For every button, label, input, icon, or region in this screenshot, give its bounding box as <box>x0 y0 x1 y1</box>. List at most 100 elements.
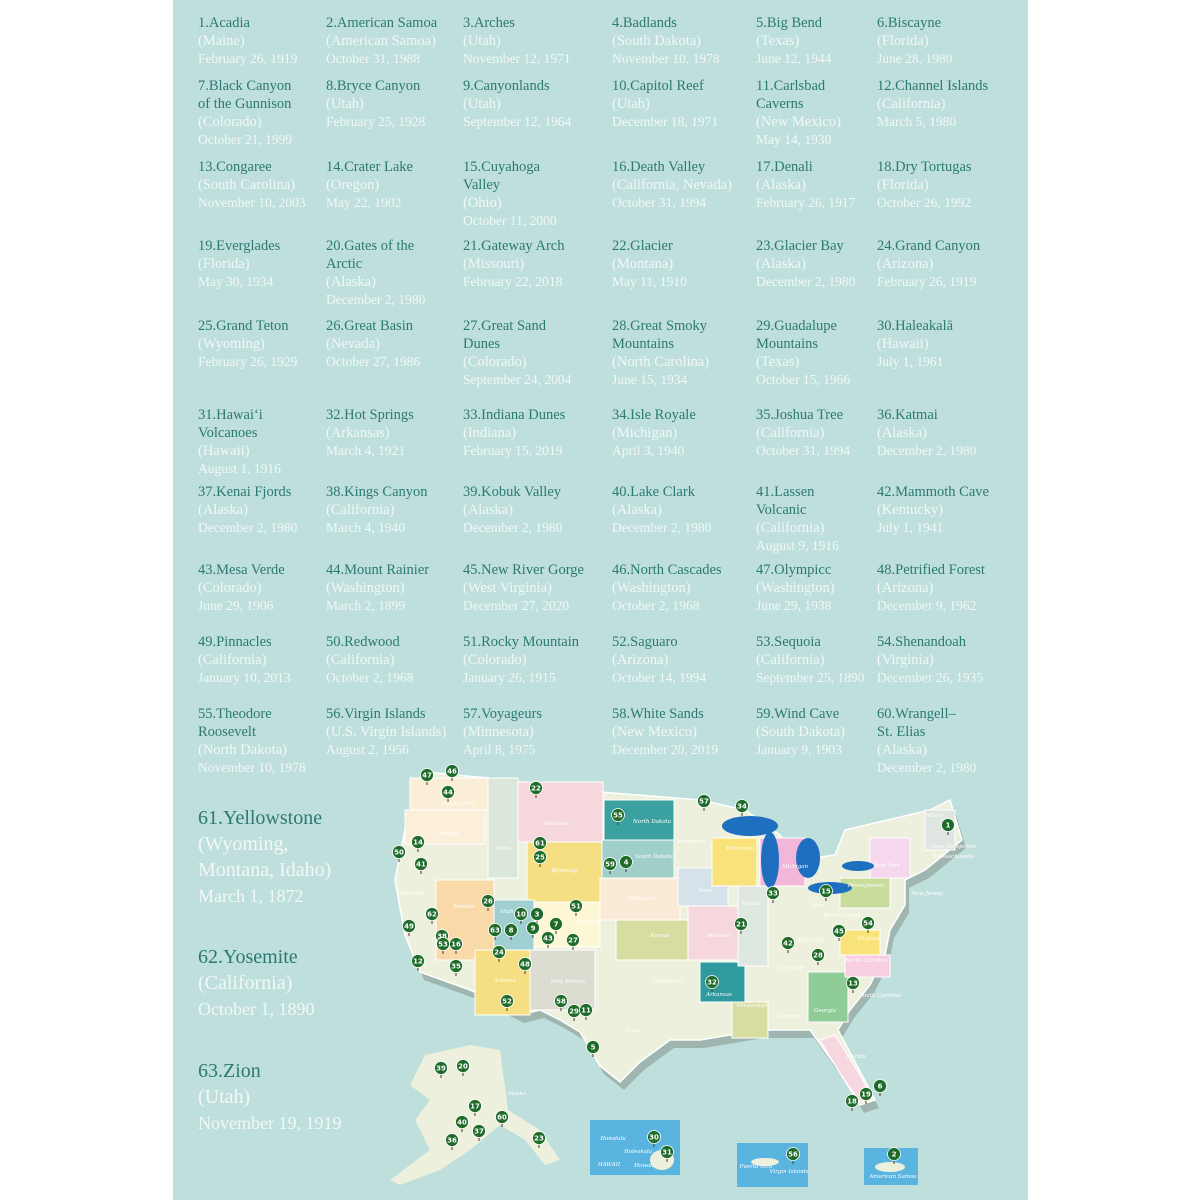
park-entry: 14.Crater Lake (Oregon) May 22, 1902 <box>326 158 413 212</box>
park-state: (Maine) <box>198 33 245 49</box>
park-entry: 29.Guadalupe Mountains (Texas) October 15,… <box>756 317 850 389</box>
park-state: (Minnesota) <box>463 724 534 740</box>
park-entry: 44.Mount Rainier (Washington) March 2, 189… <box>326 561 429 615</box>
park-entry: 17.Denali (Alaska) February 26, 1917 <box>756 158 855 212</box>
park-date: February 26, 1929 <box>198 354 298 369</box>
park-entry: 23.Glacier Bay (Alaska) December 2, 1980 <box>756 237 855 291</box>
park-state: (South Dakota) <box>756 724 845 740</box>
park-entry: 7.Black Canyon of the Gunnison (Colorado)… <box>198 77 292 149</box>
park-name: 46.North Cascades <box>612 562 722 578</box>
park-name: 57.Voyageurs <box>463 706 543 722</box>
park-date: June 29, 1938 <box>756 598 832 613</box>
park-date: December 2, 1980 <box>463 520 563 535</box>
park-date: December 9, 1962 <box>877 598 977 613</box>
park-date: September 12, 1964 <box>463 114 572 129</box>
park-state: (California) <box>198 652 267 668</box>
park-date: October 26, 1992 <box>877 195 972 210</box>
park-state: (Colorado) <box>463 652 527 668</box>
park-name: 40.Lake Clark <box>612 484 695 500</box>
featured-park-entry: 61.Yellowstone (Wyoming, Montana, Idaho) M… <box>198 805 331 909</box>
park-name: 51.Rocky Mountain <box>463 634 579 650</box>
park-name: 14.Crater Lake <box>326 159 413 175</box>
park-entry: 33.Indiana Dunes (Indiana) February 15, 20… <box>463 406 565 460</box>
park-name: 4.Badlands <box>612 15 677 31</box>
park-name: 26.Great Basin <box>326 318 413 334</box>
park-state: (Montana) <box>612 256 674 272</box>
park-date: December 2, 1980 <box>877 443 977 458</box>
park-state: (Utah) <box>612 96 650 112</box>
park-state: (U.S. Virgin Islands) <box>326 724 447 740</box>
park-date: December 2, 1980 <box>756 274 856 289</box>
park-date: October 21, 1999 <box>198 132 293 147</box>
park-name: 56.Virgin Islands <box>326 706 426 722</box>
park-entry: 52.Saguaro (Arizona) October 14, 1994 <box>612 633 706 687</box>
park-state: (South Dakota) <box>612 33 701 49</box>
park-state: (Texas) <box>756 354 800 370</box>
park-name: 21.Gateway Arch <box>463 238 565 254</box>
park-entry: 57.Voyageurs (Minnesota) April 8, 1975 <box>463 705 542 759</box>
park-date: May 11, 1910 <box>612 274 687 289</box>
park-entry: 12.Channel Islands (California) March 5, 1… <box>877 77 988 131</box>
park-name: 49.Pinnacles <box>198 634 272 650</box>
park-entry: 9.Canyonlands (Utah) September 12, 1964 <box>463 77 571 131</box>
park-entry: 56.Virgin Islands (U.S. Virgin Islands) Au… <box>326 705 446 759</box>
park-name: 9.Canyonlands <box>463 78 550 94</box>
park-state: (Alaska) <box>756 256 806 272</box>
park-date: October 27, 1986 <box>326 354 421 369</box>
park-entry: 48.Petrified Forest (Arizona) December 9, … <box>877 561 985 615</box>
park-date: September 24, 2004 <box>463 372 572 387</box>
park-entry: 32.Hot Springs (Arkansas) March 4, 1921 <box>326 406 414 460</box>
park-date: October 1, 1890 <box>198 999 315 1019</box>
park-name: 3.Arches <box>463 15 515 31</box>
park-state: (Utah) <box>326 96 364 112</box>
park-date: March 5, 1980 <box>877 114 957 129</box>
park-entry: 2.American Samoa (American Samoa) October … <box>326 14 437 68</box>
park-entry: 50.Redwood (California) October 2, 1968 <box>326 633 413 687</box>
park-date: April 3, 1940 <box>612 443 685 458</box>
park-name: 27.Great Sand Dunes <box>463 318 546 352</box>
park-name: 42.Mammoth Cave <box>877 484 989 500</box>
park-date: January 10, 2013 <box>198 670 291 685</box>
park-entry: 8.Bryce Canyon (Utah) February 25, 1928 <box>326 77 425 131</box>
park-name: 47.Olympicc <box>756 562 832 578</box>
park-entry: 20.Gates of the Arctic (Alaska) December 2… <box>326 237 425 309</box>
park-name: 52.Saguaro <box>612 634 678 650</box>
park-name: 13.Congaree <box>198 159 272 175</box>
park-name: 11.Carlsbad Caverns <box>756 78 826 112</box>
park-state: (New Mexico) <box>612 724 697 740</box>
park-state: (Colorado) <box>198 114 262 130</box>
park-date: August 9, 1916 <box>756 538 839 553</box>
park-state: (Missouri) <box>463 256 525 272</box>
park-state: (Texas) <box>756 33 800 49</box>
park-entry: 19.Everglades (Florida) May 30, 1934 <box>198 237 280 291</box>
park-name: 10.Capitol Reef <box>612 78 704 94</box>
park-date: March 2, 1899 <box>326 598 406 613</box>
park-entry: 5.Big Bend (Texas) June 12, 1944 <box>756 14 831 68</box>
park-name: 28.Great Smoky Mountains <box>612 318 708 352</box>
park-state: (North Dakota) <box>198 742 287 758</box>
park-name: 18.Dry Tortugas <box>877 159 972 175</box>
park-entry: 60.Wrangell– St. Elias (Alaska) December 2… <box>877 705 976 777</box>
park-entry: 43.Mesa Verde (Colorado) June 29, 1906 <box>198 561 285 615</box>
park-state: (Nevada) <box>326 336 380 352</box>
park-date: March 4, 1940 <box>326 520 406 535</box>
park-name: 30.Haleakalā <box>877 318 954 334</box>
park-date: February 22, 2018 <box>463 274 563 289</box>
park-state: (Washington) <box>326 580 405 596</box>
park-entry: 15.Cuyahoga Valley (Ohio) October 11, 2000 <box>463 158 557 230</box>
park-entry: 27.Great Sand Dunes (Colorado) September 2… <box>463 317 571 389</box>
park-date: February 26, 1919 <box>877 274 977 289</box>
park-date: October 2, 1968 <box>326 670 414 685</box>
park-entry: 34.Isle Royale (Michigan) April 3, 1940 <box>612 406 696 460</box>
park-state: (California, Nevada) <box>612 177 732 193</box>
park-name: 37.Kenai Fjords <box>198 484 292 500</box>
park-date: November 19, 1919 <box>198 1113 342 1133</box>
park-state: (California) <box>756 652 825 668</box>
park-name: 38.Kings Canyon <box>326 484 428 500</box>
park-date: April 8, 1975 <box>463 742 536 757</box>
park-state: (Utah) <box>463 33 501 49</box>
park-state: (Utah) <box>463 96 501 112</box>
featured-park-entry: 63.Zion (Utah) November 19, 1919 <box>198 1058 341 1136</box>
featured-park-entry: 62.Yosemite (California) October 1, 1890 <box>198 944 314 1022</box>
park-entry: 13.Congaree (South Carolina) November 10, … <box>198 158 306 212</box>
